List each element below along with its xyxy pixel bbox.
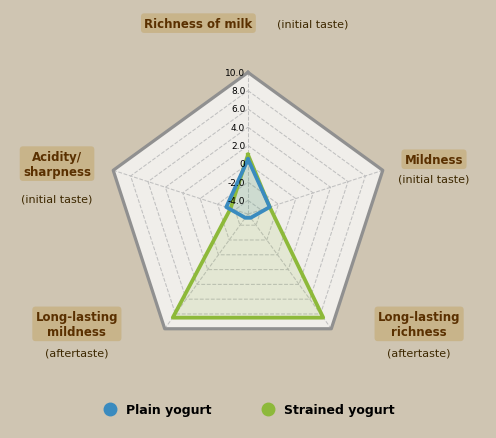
Text: (initial taste): (initial taste) <box>398 175 470 184</box>
Text: -2.0: -2.0 <box>228 178 245 187</box>
Text: (aftertaste): (aftertaste) <box>387 348 451 357</box>
Text: -4.0: -4.0 <box>228 197 245 205</box>
Text: Strained yogurt: Strained yogurt <box>284 403 395 416</box>
Text: (initial taste): (initial taste) <box>277 19 348 29</box>
Text: (aftertaste): (aftertaste) <box>45 348 109 357</box>
Polygon shape <box>173 155 323 318</box>
Text: 6.0: 6.0 <box>231 105 245 114</box>
Text: Richness of milk: Richness of milk <box>144 18 252 31</box>
Text: 4.0: 4.0 <box>231 124 245 132</box>
Text: 8.0: 8.0 <box>231 87 245 96</box>
Text: (initial taste): (initial taste) <box>21 194 93 204</box>
Text: Mildness: Mildness <box>405 153 463 166</box>
Polygon shape <box>113 73 383 329</box>
Text: Long-lasting
mildness: Long-lasting mildness <box>36 310 118 338</box>
Text: Plain yogurt: Plain yogurt <box>126 403 212 416</box>
Text: Long-lasting
richness: Long-lasting richness <box>378 310 460 338</box>
Text: Acidity/
sharpness: Acidity/ sharpness <box>23 150 91 178</box>
Text: 0: 0 <box>240 160 245 169</box>
Polygon shape <box>226 160 270 218</box>
Text: 2.0: 2.0 <box>231 142 245 151</box>
Text: 10.0: 10.0 <box>225 69 245 78</box>
